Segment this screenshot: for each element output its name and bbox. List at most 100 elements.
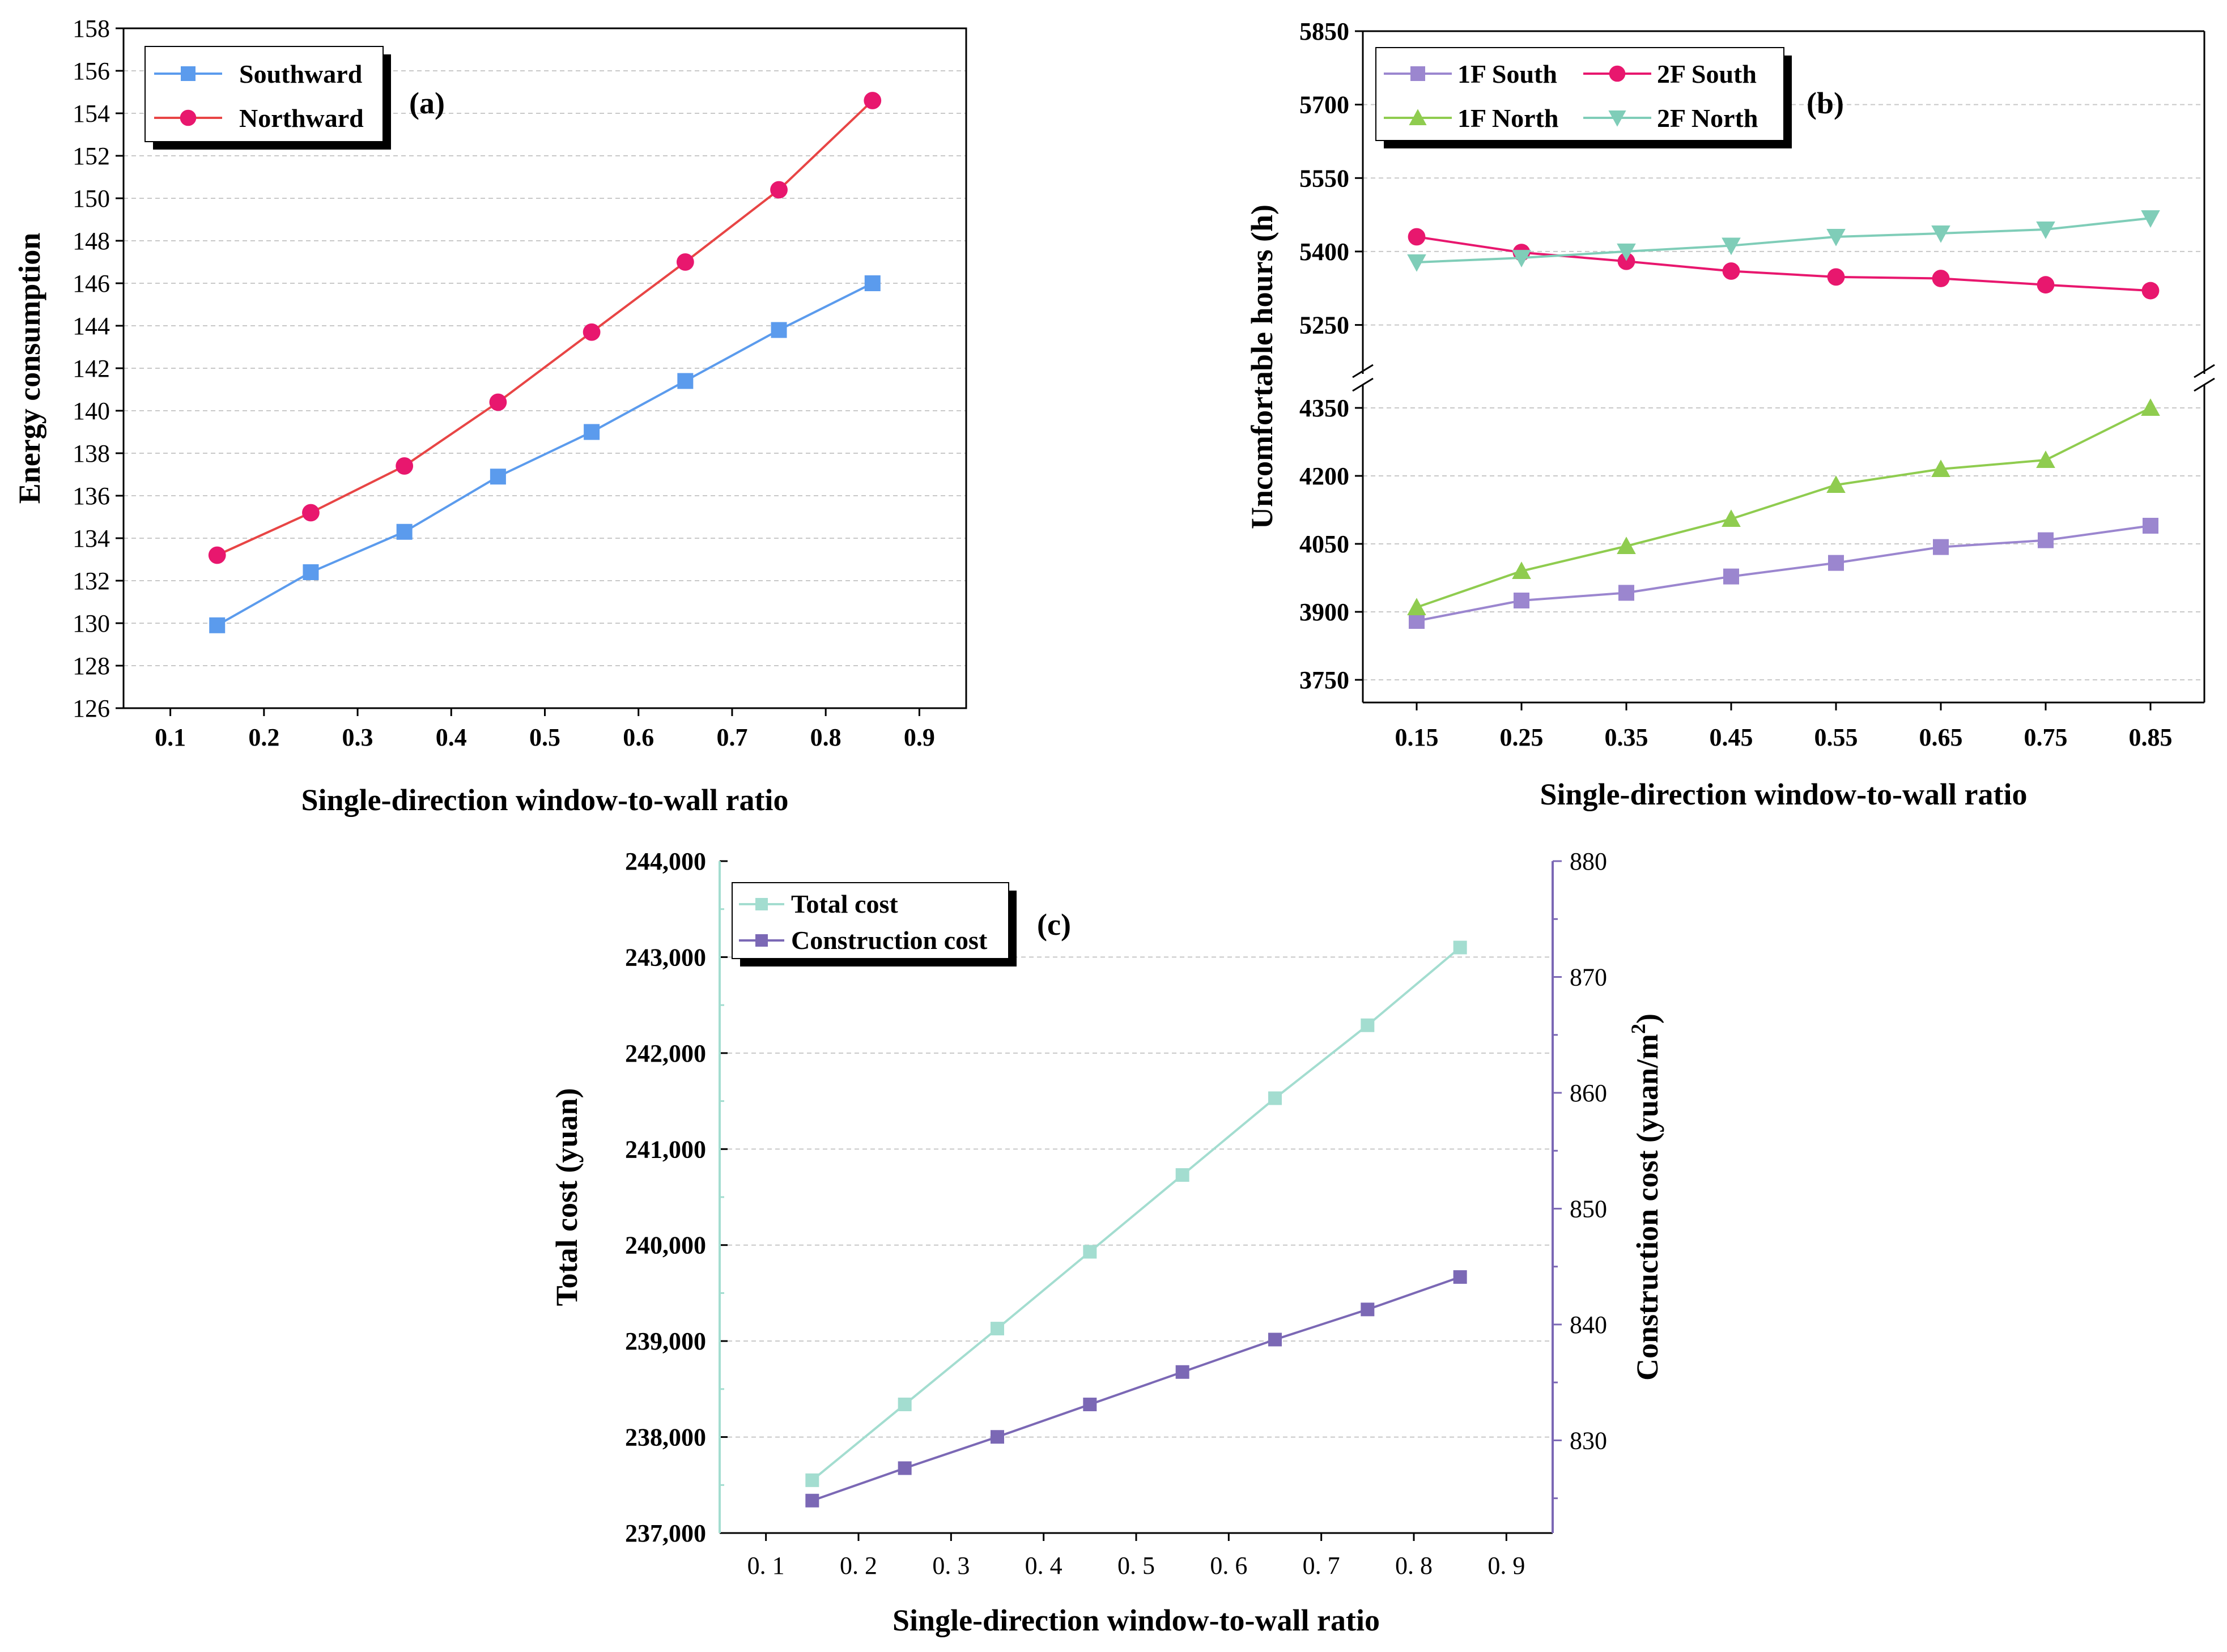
point-2f-south <box>1932 270 1950 287</box>
y-right-tick-label-c: 850 <box>1570 1195 1607 1223</box>
point-2f-north <box>2141 210 2160 228</box>
legend-label-2f-south: 2F South <box>1657 59 1757 88</box>
point-1f-north <box>1826 475 1846 493</box>
axis-break-mark-b <box>1352 364 1374 378</box>
legend-label-1f-south: 1F South <box>1457 59 1557 88</box>
y-tick-label-a: 150 <box>73 185 110 212</box>
y-tick-label-a: 146 <box>73 270 110 297</box>
y-right-axis-label-c: Construction cost (yuan/m2) <box>1627 1014 1664 1381</box>
legend-label-construction-cost: Construction cost <box>791 926 988 955</box>
series-line-2f-south <box>1416 236 2151 292</box>
y-tick-label-a: 136 <box>73 482 110 510</box>
y-tick-label-a: 152 <box>73 142 110 170</box>
y-tick-label-b: 4200 <box>1299 462 1349 490</box>
legend-label-2f-north: 2F North <box>1657 104 1758 133</box>
point-1f-north <box>2141 398 2160 416</box>
y-right-tick-label-c: 840 <box>1570 1311 1607 1339</box>
chart-a: 126 128 130 132 134 136 138 140 142 144 146 148 150 1… <box>12 15 967 817</box>
x-tick-label-c: 0. 1 <box>747 1552 785 1579</box>
y-tick-label-b: 4350 <box>1299 394 1349 422</box>
x-tick-label-c: 0. 5 <box>1117 1552 1155 1579</box>
y-tick-label-a: 144 <box>73 312 110 340</box>
y-tick-label-b: 5400 <box>1299 238 1349 266</box>
x-tick-label-c: 0. 8 <box>1395 1552 1433 1579</box>
point-construction-cost <box>1175 1365 1189 1379</box>
point-northward <box>676 253 694 271</box>
y-right-tick-label-c: 860 <box>1570 1079 1607 1107</box>
x-tick-label-a: 0.4 <box>436 723 467 751</box>
axis-break-mark-b <box>2194 377 2215 392</box>
series-line-southward <box>216 282 873 627</box>
point-total-cost <box>1453 940 1467 955</box>
y-right-tick-label-c: 880 <box>1570 848 1607 875</box>
y-tick-label-a: 158 <box>73 15 110 42</box>
chart-c: 237,000 238,000 239,000 240,000 241,000 242,0… <box>550 848 1664 1637</box>
series-line-northward <box>216 100 874 556</box>
point-2f-south <box>1722 262 1740 280</box>
point-construction-cost <box>1268 1332 1282 1347</box>
y-tick-label-c: 244,000 <box>625 848 706 875</box>
y-right-tick-label-c: 870 <box>1570 963 1607 991</box>
point-1f-south <box>1409 613 1425 629</box>
point-construction-cost <box>1453 1270 1467 1284</box>
point-1f-south <box>1723 568 1739 585</box>
y-tick-label-b: 3900 <box>1299 598 1349 626</box>
y-tick-label-a: 126 <box>73 695 110 722</box>
point-total-cost <box>991 1322 1004 1336</box>
legend-b <box>1375 47 1784 141</box>
y-tick-label-a: 132 <box>73 567 110 595</box>
y-tick-label-b: 4050 <box>1299 530 1349 558</box>
x-tick-label-b: 0.15 <box>1395 723 1439 751</box>
y-right-axis-label-close: ) <box>1630 1014 1664 1024</box>
chart-b: 5250 5400 5550 5700 5850 3750 3900 4050 4200 4350… <box>1245 18 2215 811</box>
y-tick-label-a: 156 <box>73 57 110 85</box>
series-line-construction-cost <box>811 1276 1461 1502</box>
y-tick-label-b: 3750 <box>1299 666 1349 694</box>
y-tick-label-a: 128 <box>73 652 110 680</box>
legend-marker-2f-north <box>1608 110 1626 127</box>
point-2f-south <box>1827 268 1845 286</box>
y-tick-label-a: 140 <box>73 397 110 425</box>
series-line-1f-south <box>1416 525 2151 622</box>
point-southward <box>303 564 319 580</box>
point-1f-north <box>1931 459 1950 477</box>
legend-marker-southward <box>181 66 196 81</box>
point-1f-south <box>2038 532 2054 548</box>
x-tick-label-c: 0. 7 <box>1303 1552 1340 1579</box>
x-tick-label-a: 0.8 <box>810 723 842 751</box>
point-southward <box>864 275 881 291</box>
point-northward <box>770 181 788 199</box>
series-line-2f-north <box>1416 217 2151 263</box>
point-total-cost <box>1268 1091 1282 1105</box>
legend-marker-1f-north <box>1409 109 1427 125</box>
point-construction-cost <box>1361 1302 1375 1317</box>
panel-label-c: (c) <box>1037 908 1071 942</box>
x-tick-label-c: 0. 6 <box>1210 1552 1247 1579</box>
point-construction-cost <box>805 1493 819 1508</box>
point-1f-south <box>1828 555 1844 571</box>
y-tick-label-a: 142 <box>73 355 110 382</box>
legend-label-1f-north: 1F North <box>1457 104 1558 133</box>
point-1f-south <box>2143 518 2158 534</box>
x-tick-label-a: 0.1 <box>155 723 186 751</box>
point-2f-north <box>1722 237 1741 256</box>
point-northward <box>208 546 226 564</box>
y-tick-label-c: 242,000 <box>625 1040 706 1067</box>
point-2f-south <box>2037 276 2055 294</box>
point-northward <box>489 393 507 411</box>
point-southward <box>209 617 226 633</box>
point-2f-north <box>1826 229 1846 246</box>
point-northward <box>864 92 882 109</box>
point-northward <box>396 457 414 475</box>
y-tick-label-c: 241,000 <box>625 1135 706 1163</box>
y-tick-label-a: 148 <box>73 227 110 255</box>
y-axis-label-c: Total cost (yuan) <box>550 1088 584 1306</box>
point-2f-north <box>1617 243 1636 261</box>
point-total-cost <box>1083 1245 1097 1259</box>
x-tick-label-a: 0.9 <box>904 723 935 751</box>
x-tick-label-c: 0. 2 <box>840 1552 877 1579</box>
y-tick-label-b: 5550 <box>1299 164 1349 192</box>
point-2f-north <box>2036 222 2055 239</box>
y-tick-label-b: 5250 <box>1299 312 1349 339</box>
